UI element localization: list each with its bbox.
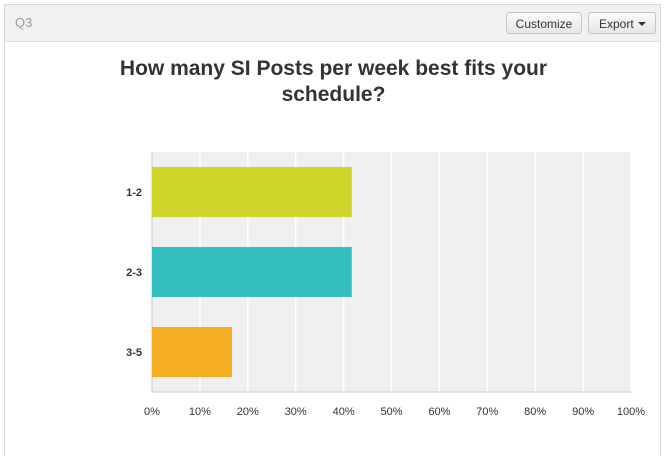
x-tick-label: 90%: [572, 406, 594, 418]
chart-title: How many SI Posts per week best fits you…: [119, 57, 548, 106]
x-tick-label: 0%: [144, 406, 160, 418]
caret-down-icon: [638, 22, 646, 26]
x-tick-label: 50%: [380, 406, 402, 418]
x-tick-label: 100%: [617, 406, 645, 418]
x-tick-label: 70%: [476, 406, 498, 418]
bar: [152, 327, 232, 377]
bar: [152, 167, 352, 217]
y-category-label: 2-3: [126, 267, 142, 279]
x-tick-label: 30%: [285, 406, 307, 418]
panel-header: Q3 Customize Export: [5, 5, 660, 42]
x-tick-label: 40%: [333, 406, 355, 418]
x-tick-label: 20%: [237, 406, 259, 418]
question-number: Q3: [15, 15, 33, 30]
export-button[interactable]: Export: [588, 12, 656, 34]
y-category-label: 1-2: [126, 187, 142, 199]
x-tick-label: 60%: [428, 406, 450, 418]
x-tick-label: 10%: [189, 406, 211, 418]
y-category-label: 3-5: [126, 347, 142, 359]
x-tick-label: 80%: [524, 406, 546, 418]
export-label: Export: [599, 17, 634, 31]
customize-button[interactable]: Customize: [506, 12, 582, 34]
bar: [152, 247, 352, 297]
